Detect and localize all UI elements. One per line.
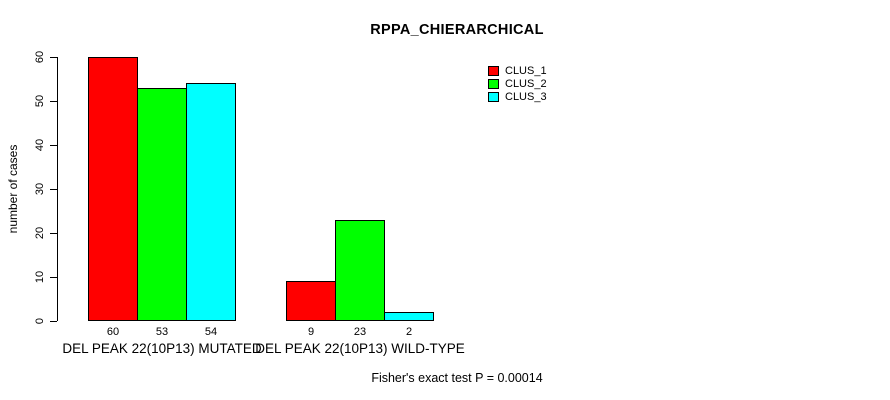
y-axis-tick: [50, 321, 57, 322]
y-tick-label: 20: [34, 226, 46, 240]
legend-item-clus_2: CLUS_2: [488, 77, 547, 90]
y-axis-tick: [50, 277, 57, 278]
legend-swatch: [488, 91, 499, 102]
bar-clus_1-2: [286, 281, 336, 321]
legend-item-clus_3: CLUS_3: [488, 90, 547, 103]
y-tick-label: 40: [34, 138, 46, 152]
legend-label: CLUS_1: [505, 64, 547, 77]
y-axis-tick: [50, 101, 57, 102]
bar-value-label: 9: [307, 326, 315, 338]
bar-clus_1-1: [88, 57, 138, 321]
y-tick-label: 0: [34, 317, 46, 325]
bar-clus_2-1: [137, 88, 187, 321]
bar-clus_3-2: [384, 312, 434, 321]
y-axis-tick: [50, 189, 57, 190]
legend: CLUS_1 CLUS_2 CLUS_3: [488, 64, 547, 103]
legend-item-clus_1: CLUS_1: [488, 64, 547, 77]
y-tick-label: 10: [34, 270, 46, 284]
y-tick-label: 30: [34, 182, 46, 196]
x-category-label: DEL PEAK 22(10P13) WILD-TYPE: [255, 341, 465, 356]
y-axis-tick: [50, 145, 57, 146]
bar-value-label: 53: [155, 326, 169, 338]
bar-clus_2-2: [335, 220, 385, 321]
x-category-label: DEL PEAK 22(10P13) MUTATED: [62, 341, 262, 356]
bar-value-label: 60: [106, 326, 120, 338]
y-axis-tick: [50, 233, 57, 234]
bar-value-label: 54: [204, 326, 218, 338]
y-axis-title: number of cases: [6, 144, 20, 234]
y-tick-label: 60: [34, 50, 46, 64]
fisher-test-footnote: Fisher's exact test P = 0.00014: [371, 371, 543, 385]
bar-value-label: 23: [353, 326, 367, 338]
legend-swatch: [488, 78, 499, 89]
chart-title: RPPA_CHIERARCHICAL: [370, 22, 544, 38]
legend-swatch: [488, 65, 499, 76]
bar-value-label: 2: [405, 326, 413, 338]
legend-label: CLUS_3: [505, 90, 547, 103]
y-axis-line: [57, 57, 58, 321]
y-axis-tick: [50, 57, 57, 58]
legend-label: CLUS_2: [505, 77, 547, 90]
bar-clus_3-1: [186, 83, 236, 321]
y-tick-label: 50: [34, 94, 46, 108]
